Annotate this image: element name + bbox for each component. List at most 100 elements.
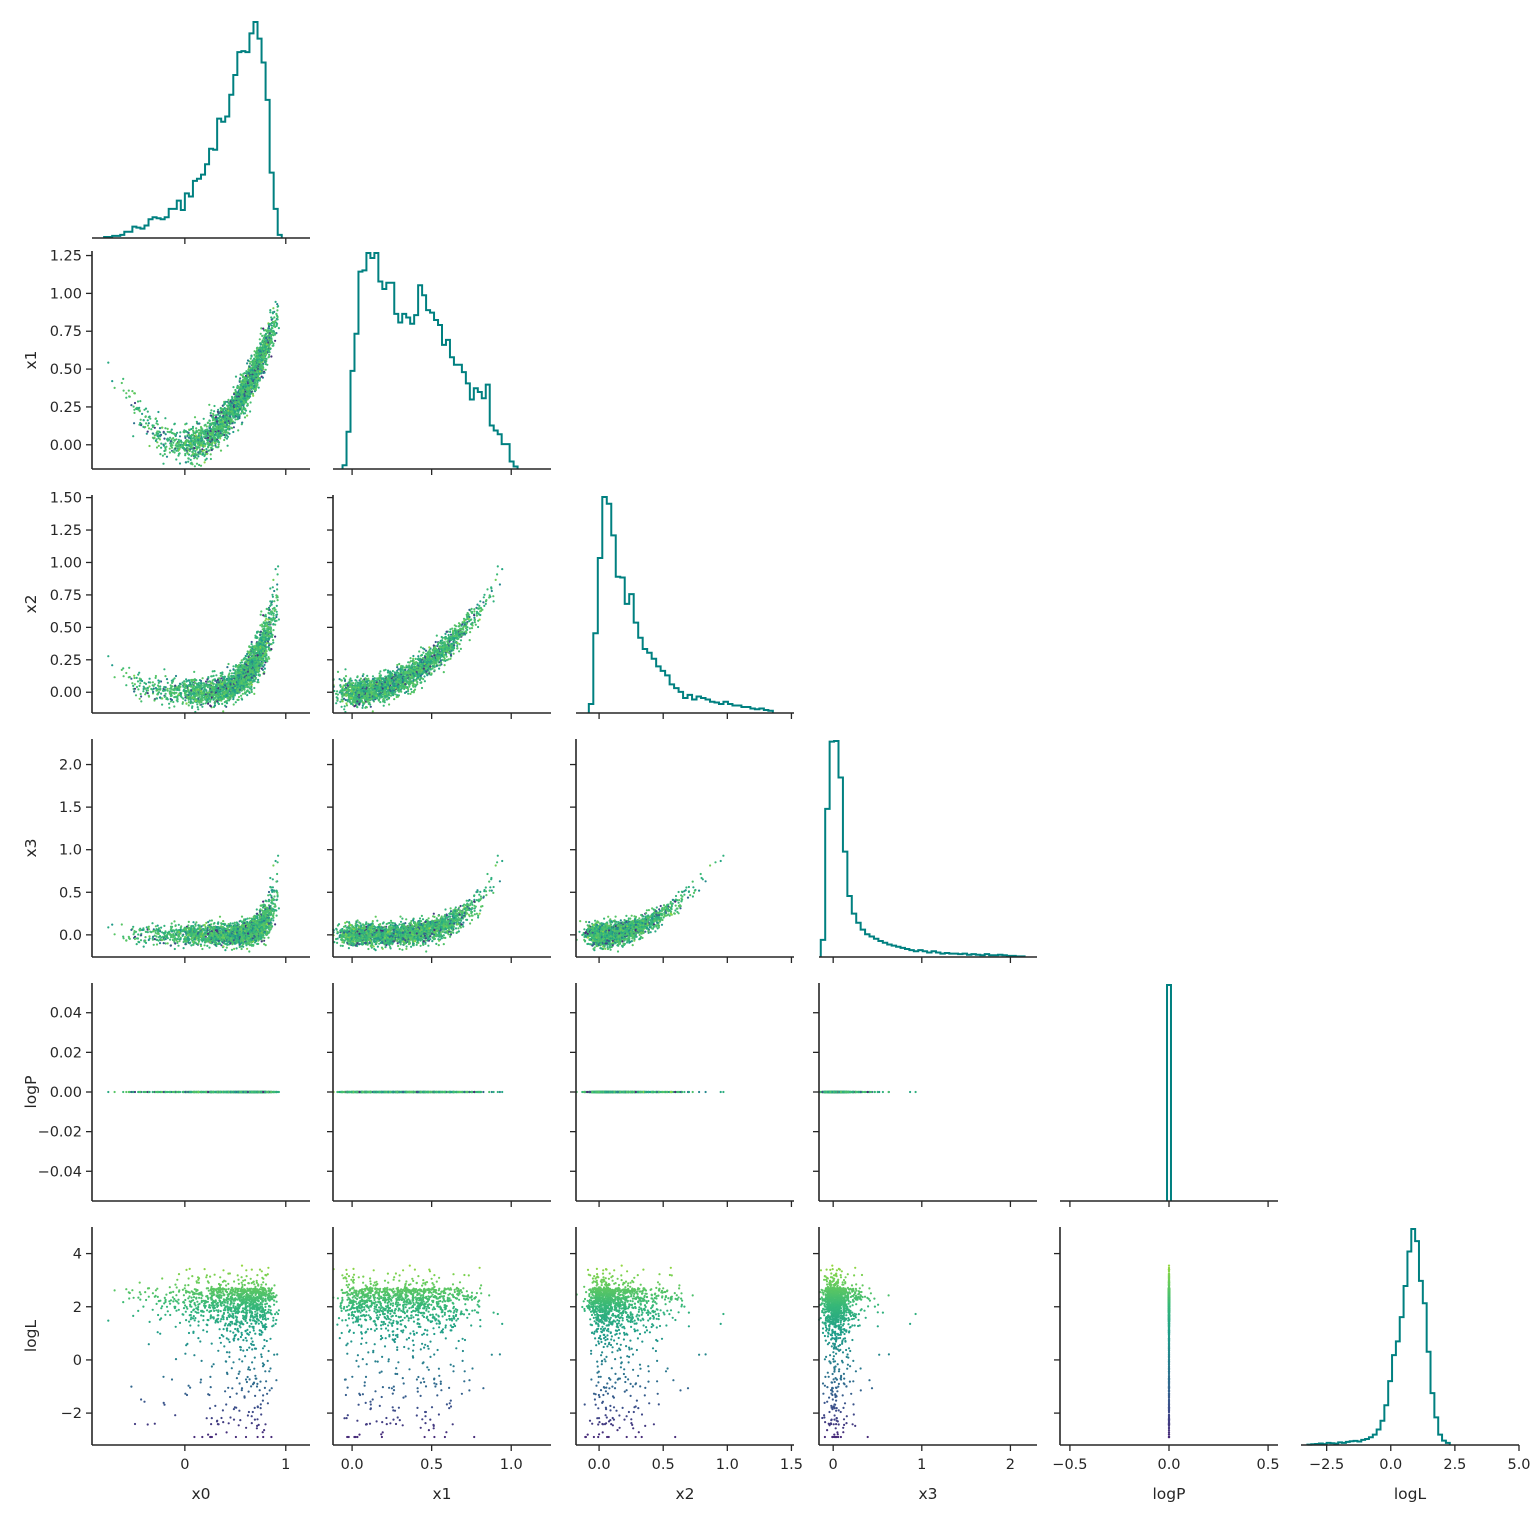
scatter-point — [273, 316, 275, 318]
scatter-point — [121, 382, 123, 384]
scatter-point — [232, 400, 234, 402]
scatter-point — [133, 406, 135, 408]
scatter-point — [184, 694, 186, 696]
scatter-point — [200, 682, 202, 684]
scatter-point — [217, 417, 219, 419]
scatter-point — [240, 401, 242, 403]
scatter-point — [205, 695, 207, 697]
scatter-point — [266, 343, 268, 345]
scatter-point — [270, 316, 272, 318]
scatter-point — [265, 358, 267, 360]
scatter-point — [204, 459, 206, 461]
scatter-point — [200, 704, 202, 706]
scatter-point — [209, 420, 211, 422]
scatter-point — [268, 638, 270, 640]
scatter-point — [249, 363, 251, 365]
scatter-point — [262, 372, 264, 374]
scatter-point — [273, 600, 275, 602]
scatter-point — [260, 610, 262, 612]
scatter-point — [211, 449, 213, 451]
scatter-point — [206, 453, 208, 455]
scatter-point — [226, 431, 228, 433]
scatter-point — [170, 686, 172, 688]
scatter-point — [227, 426, 229, 428]
scatter-point — [188, 441, 190, 443]
scatter-point — [278, 327, 280, 329]
scatter-point — [190, 440, 192, 442]
scatter-point — [193, 444, 195, 446]
scatter-point — [266, 608, 268, 610]
scatter-point — [243, 402, 245, 404]
scatter-point — [172, 701, 174, 703]
scatter-point — [246, 390, 248, 392]
scatter-point — [140, 419, 142, 421]
scatter-point — [213, 436, 215, 438]
scatter-point — [188, 685, 190, 687]
scatter-point — [260, 327, 262, 329]
scatter-point — [272, 579, 274, 581]
scatter-point — [253, 693, 255, 695]
scatter-point — [239, 672, 241, 674]
scatter-point — [214, 705, 216, 707]
scatter-point — [242, 404, 244, 406]
scatter-point — [243, 393, 245, 395]
scatter-point — [272, 586, 274, 588]
scatter-point — [252, 680, 254, 682]
scatter-point — [159, 427, 161, 429]
scatter-point — [192, 451, 194, 453]
scatter-point — [156, 689, 158, 691]
scatter-point — [265, 618, 267, 620]
scatter-point — [255, 378, 257, 380]
scatter-point — [136, 677, 138, 679]
scatter-point — [269, 311, 271, 313]
scatter-point — [144, 688, 146, 690]
y-tick-label: 0.25 — [50, 400, 82, 416]
scatter-point — [265, 615, 267, 617]
scatter-point — [271, 636, 273, 638]
scatter-point — [263, 638, 265, 640]
scatter-point — [187, 444, 189, 446]
scatter-point — [134, 392, 136, 394]
scatter-point — [190, 446, 192, 448]
scatter-point — [245, 410, 247, 412]
scatter-point — [133, 690, 135, 692]
scatter-point — [220, 450, 222, 452]
scatter-point — [232, 431, 234, 433]
scatter-point — [140, 693, 142, 695]
scatter-point — [231, 402, 233, 404]
scatter-point — [165, 686, 167, 688]
scatter-point — [206, 692, 208, 694]
scatter-point — [107, 655, 109, 657]
scatter-point — [145, 422, 147, 424]
scatter-point — [212, 422, 214, 424]
scatter-point — [161, 697, 163, 699]
scatter-point — [193, 685, 195, 687]
scatter-point — [256, 351, 258, 353]
scatter-point — [164, 417, 166, 419]
scatter-point — [268, 617, 270, 619]
scatter-point — [275, 301, 277, 303]
scatter-point — [250, 369, 252, 371]
scatter-point — [277, 318, 279, 320]
scatter-point — [247, 650, 249, 652]
scatter-point — [212, 433, 214, 435]
scatter-point — [264, 361, 266, 363]
scatter-point — [156, 441, 158, 443]
scatter-point — [206, 678, 208, 680]
scatter-point — [252, 395, 254, 397]
scatter-point — [143, 688, 145, 690]
scatter-point — [233, 426, 235, 428]
scatter-point — [206, 425, 208, 427]
scatter-point — [169, 451, 171, 453]
scatter-point — [254, 350, 256, 352]
scatter-point — [149, 418, 151, 420]
scatter-point — [197, 423, 199, 425]
y-tick-label: 1.25 — [50, 249, 82, 265]
scatter-point — [157, 693, 159, 695]
scatter-point — [200, 436, 202, 438]
scatter-point — [147, 692, 149, 694]
scatter-point — [245, 393, 247, 395]
scatter-point — [256, 631, 258, 633]
scatter-point — [145, 408, 147, 410]
scatter-point — [259, 366, 261, 368]
